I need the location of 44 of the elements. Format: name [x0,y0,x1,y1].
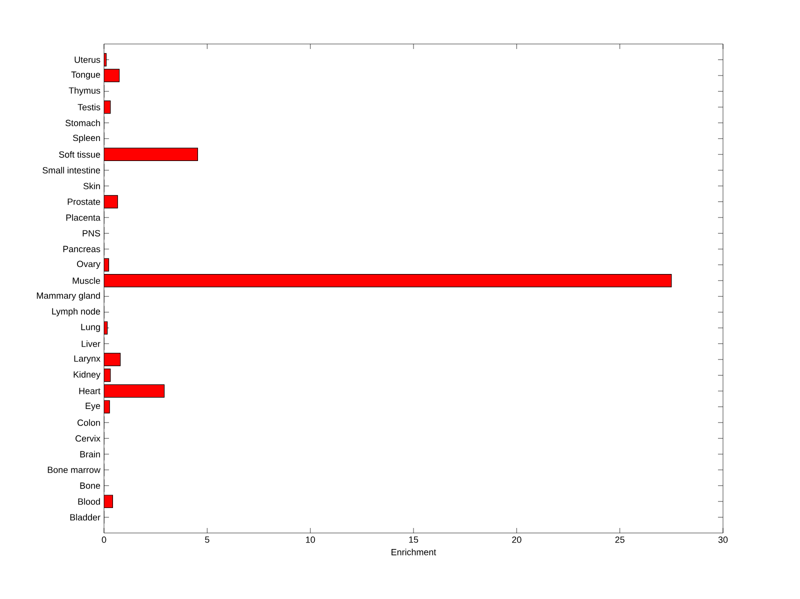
y-tick-label: Testis [78,104,100,110]
y-tick-label: Lymph node [52,308,100,316]
y-tick-label: Cervix [76,435,100,442]
bar [104,274,672,288]
y-tick-label: Small intestine [42,166,100,174]
y-tick-label: Brain [80,450,100,458]
y-tick-label: Uterus [74,56,100,63]
x-tick-label: 20 [512,536,522,543]
y-tick-label: Stomach [66,120,100,126]
y-tick-label: Lung [81,324,100,332]
x-tick-label: 15 [409,536,418,543]
bar [104,352,121,366]
y-tick-label: Thymus [68,87,100,96]
y-tick-label: Prostate [68,198,100,205]
y-tick-label: Soft tissue [59,151,100,158]
y-tick-label: Skin [83,182,100,190]
x-axis-title: Enrichment [392,548,436,556]
bar [104,148,198,162]
y-tick-label: Muscle [72,277,100,284]
y-tick-label: Blood [78,498,100,505]
x-tick-label: 10 [306,536,315,543]
y-tick-label: Bone [80,482,100,489]
y-tick-label: Spleen [72,134,100,143]
y-tick-label: Kidney [74,371,100,380]
x-tick-label: 30 [718,536,728,543]
bar [104,195,118,208]
x-tick-label: 25 [615,536,624,543]
x-tick-label: 5 [205,536,210,543]
y-tick-label: Bladder [70,514,100,521]
y-tick-label: Eye [86,402,100,411]
y-tick-label: Mammary gland [36,292,100,301]
y-tick-label: Ovary [77,260,100,269]
y-tick-label: Tongue [71,72,100,80]
y-tick-label: Bone marrow [48,466,100,474]
y-tick-label: Liver [82,340,100,347]
bar [104,384,165,398]
y-tick-label: Colon [78,419,100,426]
y-tick-label: Heart [79,388,100,394]
x-tick-label: 0 [102,536,106,543]
y-tick-label: Larynx [74,355,100,364]
bar [104,68,120,82]
y-tick-label: Pancreas [63,246,100,252]
y-tick-label: Placenta [66,214,100,221]
y-tick-label: PNS [82,230,100,236]
